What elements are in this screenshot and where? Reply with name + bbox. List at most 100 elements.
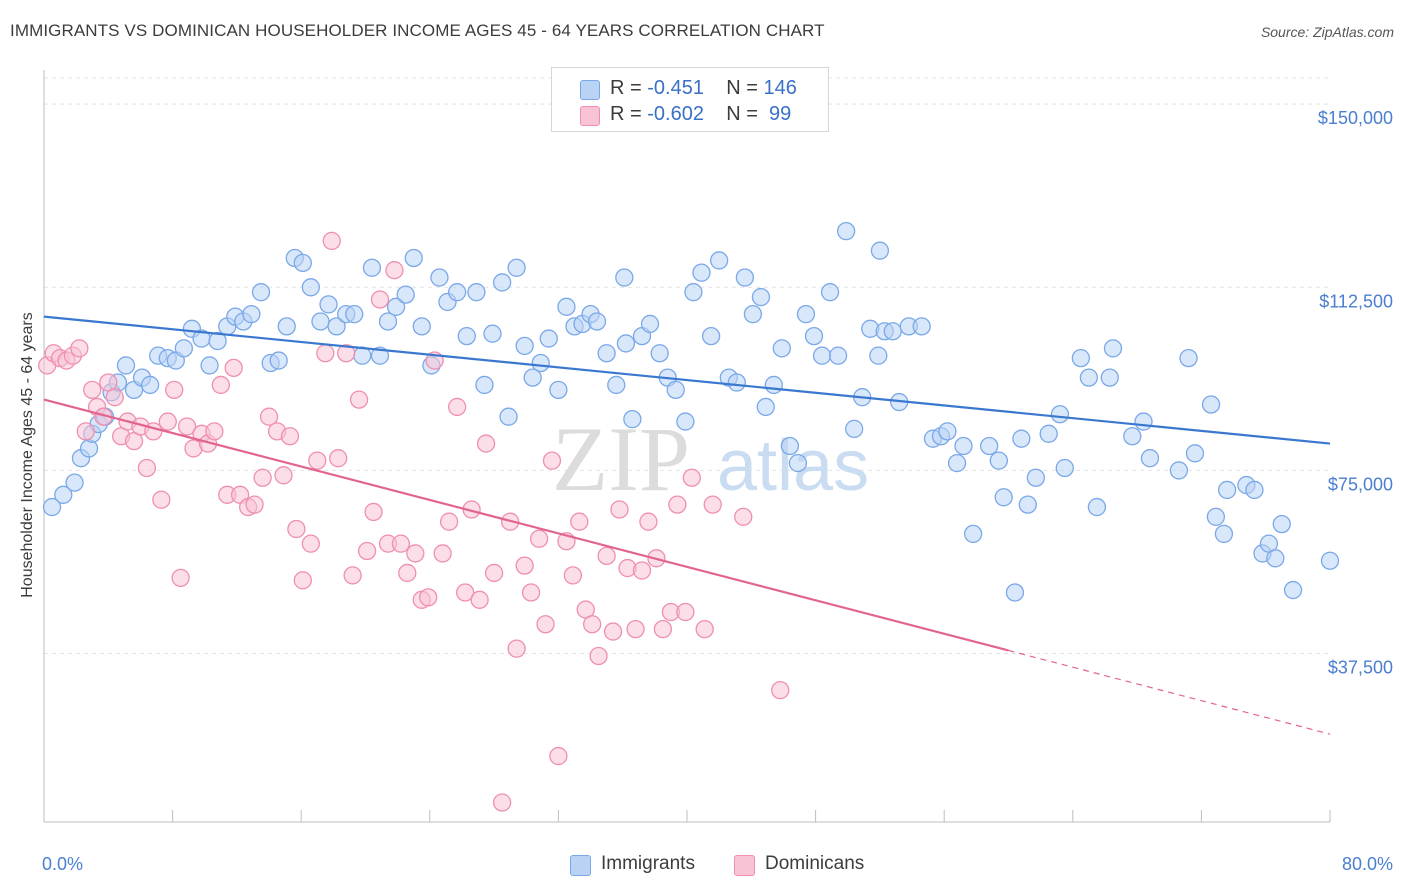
data-point: [316, 344, 335, 363]
data-point: [327, 317, 346, 336]
data-point: [523, 368, 542, 387]
data-point: [735, 268, 755, 287]
data-point: [319, 295, 338, 314]
data-point: [499, 407, 518, 426]
data-point: [357, 541, 377, 561]
trend-line: [43, 315, 1331, 445]
data-point: [531, 353, 550, 373]
data-point: [869, 346, 888, 365]
y-tick-label: $150,000: [1318, 108, 1393, 128]
data-point: [521, 583, 541, 602]
trend-line-extension: [1008, 649, 1331, 735]
data-point: [954, 436, 973, 456]
data-point: [632, 561, 652, 580]
data-point: [1201, 395, 1221, 414]
data-point: [804, 326, 824, 346]
watermark: ZIP atlas: [552, 408, 869, 510]
data-point: [788, 453, 808, 473]
data-point: [1039, 424, 1058, 443]
legend-n-label: N =: [726, 77, 758, 99]
data-point: [1206, 507, 1226, 526]
data-point: [301, 534, 320, 553]
source-label: Source: ZipAtlas.com: [1260, 24, 1394, 40]
data-point: [640, 314, 660, 334]
y-tick-label: $75,000: [1328, 474, 1393, 494]
bottom-legend-immigrants: Immigrants: [570, 853, 695, 876]
data-point: [828, 346, 848, 365]
data-point: [337, 344, 356, 363]
data-point: [812, 346, 832, 365]
data-point: [1103, 339, 1123, 358]
data-point: [650, 344, 669, 363]
data-point: [626, 619, 645, 639]
data-point: [623, 409, 642, 429]
y-axis-label: Householder Income Ages 45 - 64 years: [19, 312, 36, 598]
y-tick-label: $37,500: [1328, 658, 1393, 678]
data-point: [734, 507, 753, 526]
data-point: [727, 373, 746, 392]
data-point: [682, 468, 701, 487]
legend-r-label: R =: [610, 77, 642, 99]
data-point: [883, 322, 902, 341]
data-point: [536, 615, 555, 634]
legend: R = -0.451 N = 146 R = -0.602 N = 99: [551, 67, 829, 132]
bottom-legend-label-dominicans: Dominicans: [765, 853, 865, 874]
series-immigrants: [42, 221, 1340, 602]
data-point: [76, 422, 95, 441]
data-point: [287, 519, 306, 539]
data-point: [447, 283, 467, 302]
data-point: [1005, 583, 1025, 602]
watermark-zip: ZIP: [552, 408, 690, 510]
y-tick-label: $112,500: [1319, 291, 1393, 311]
data-point: [1087, 497, 1107, 517]
data-point: [542, 451, 562, 470]
data-point: [743, 305, 763, 324]
data-point: [1217, 480, 1237, 500]
data-point: [1214, 524, 1234, 544]
legend-row-dominicans: R = -0.602 N = 99: [610, 103, 791, 126]
data-point: [301, 278, 320, 297]
data-point: [963, 524, 983, 544]
data-point: [1245, 480, 1264, 500]
legend-r-value: -0.451: [647, 77, 704, 99]
data-point: [205, 422, 224, 441]
data-point: [116, 356, 136, 375]
data-point: [322, 231, 341, 251]
data-point: [589, 646, 608, 666]
trend-lines: [43, 315, 1331, 735]
data-point: [251, 283, 271, 302]
data-point: [1100, 368, 1119, 387]
x-tick-label: 0.0%: [42, 854, 83, 874]
data-point: [845, 419, 864, 439]
data-point: [666, 380, 685, 399]
data-point: [597, 546, 616, 566]
data-point: [419, 588, 438, 607]
axes: [43, 70, 1331, 823]
data-point: [796, 305, 816, 324]
data-point: [947, 453, 967, 473]
legend-n-value: 99: [769, 103, 792, 125]
legend-n-label: N =: [726, 103, 758, 125]
data-point: [70, 339, 89, 358]
data-point: [412, 317, 431, 336]
data-point: [483, 324, 502, 343]
data-point: [329, 449, 348, 468]
data-point: [607, 375, 626, 395]
data-point: [772, 339, 791, 358]
data-point: [470, 590, 489, 609]
data-point: [1169, 461, 1189, 480]
data-point: [171, 568, 190, 587]
data-point: [549, 380, 568, 399]
tick-labels: $37,500 $75,000 $112,500 $150,000 0.0% 80.0%: [42, 108, 1393, 874]
data-point: [140, 375, 160, 395]
x-tick-label: 80.0%: [1342, 854, 1393, 874]
data-point: [610, 500, 629, 519]
data-point: [507, 639, 526, 658]
data-point: [583, 615, 602, 634]
data-point: [994, 488, 1013, 507]
data-point: [456, 583, 475, 602]
data-point: [242, 305, 261, 324]
data-point: [259, 407, 279, 426]
data-point: [378, 312, 398, 331]
legend-swatch-dominicans: [580, 106, 600, 126]
